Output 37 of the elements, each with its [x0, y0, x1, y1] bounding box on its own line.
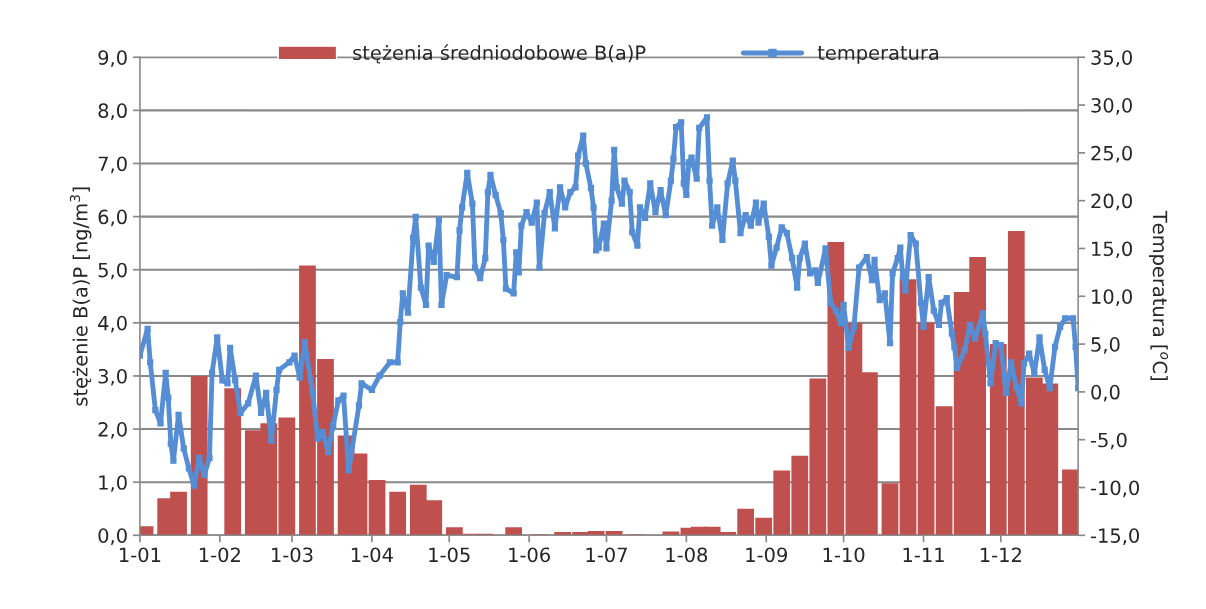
y-tick-label: 7,0 [98, 156, 127, 174]
x-tick-label: 1-01 [119, 547, 161, 563]
y2-axis-title: Temperatura [$^{o}$C] [1148, 210, 1169, 380]
y-tick-label: 4,0 [98, 315, 127, 333]
y-tick-label: 5,0 [98, 262, 127, 280]
y2-tick-label: 30,0 [1091, 98, 1132, 115]
y-tick-label: 3,0 [98, 368, 127, 386]
y2-tick-label: 15,0 [1092, 241, 1132, 259]
y2-tick-label: -10,0 [1090, 480, 1139, 498]
y-tick-label: 0,0 [98, 528, 127, 545]
y2-tick-label: 25,0 [1091, 145, 1132, 163]
x-tick-label: 1-12 [980, 547, 1021, 562]
y-tick-label: 2,0 [98, 422, 127, 439]
y-tick-label: 6,0 [98, 209, 127, 227]
y2-tick-label: 5,0 [1091, 337, 1120, 354]
x-tick-label: 1-08 [666, 547, 708, 563]
x-tick-label: 1-09 [746, 547, 787, 563]
y-tick-label: 1,0 [99, 475, 127, 492]
y-tick-label: 8,0 [98, 103, 127, 121]
x-tick-label: 1-10 [823, 547, 865, 563]
legend-label: stężenia średniodobowe B(a)P [353, 44, 646, 64]
y2-tick-label: 0,0 [1091, 384, 1120, 402]
y2-tick-label: 35,0 [1091, 50, 1132, 67]
y2-tick-label: -15,0 [1090, 528, 1139, 545]
y2-tick-label: 20,0 [1091, 193, 1132, 211]
x-tick-label: 1-06 [509, 547, 550, 563]
y2-tick-label: -5,0 [1090, 432, 1127, 450]
x-tick-label: 1-11 [903, 547, 944, 562]
y2-tick-label: 10,0 [1092, 289, 1132, 306]
x-tick-label: 1-05 [429, 547, 470, 563]
x-tick-label: 1-02 [199, 547, 240, 563]
y-axis-title: stężenie B(a)P [ng/m$^{3}$] [69, 187, 92, 406]
x-tick-label: 1-07 [586, 547, 627, 563]
legend-label: temperatura [817, 46, 939, 64]
x-tick-label: 1-04 [351, 547, 393, 563]
y-tick-label: 9,0 [98, 50, 127, 67]
x-tick-label: 1-03 [272, 547, 313, 563]
